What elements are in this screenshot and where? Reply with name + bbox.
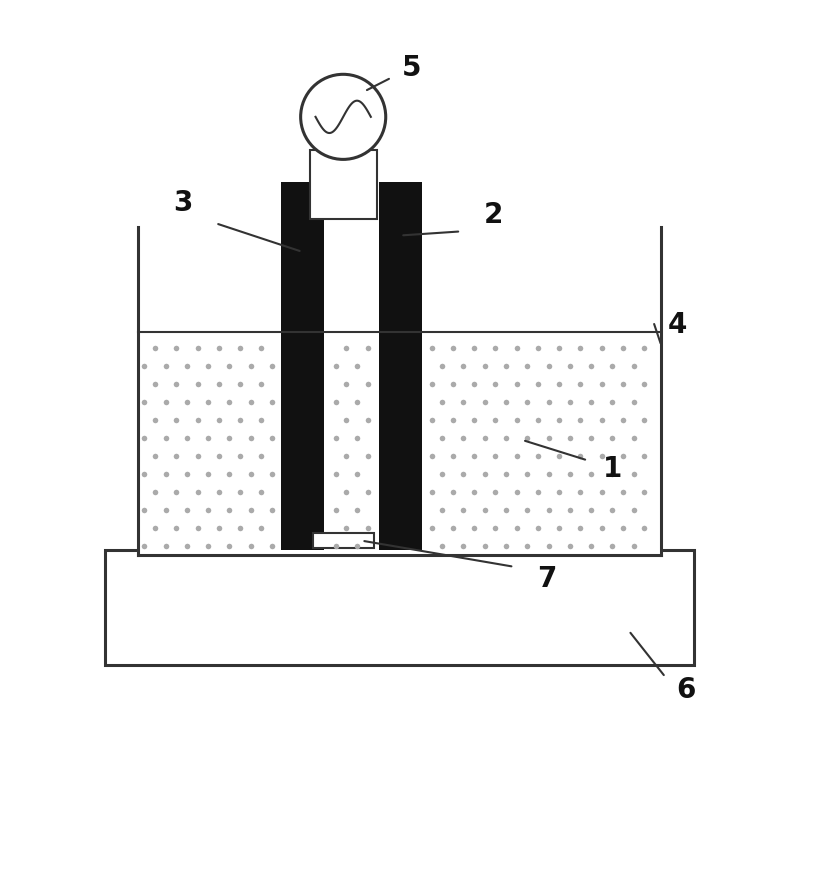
Bar <box>138 332 661 554</box>
Text: 4: 4 <box>668 312 687 340</box>
Bar <box>310 150 377 219</box>
Bar <box>313 533 374 548</box>
Text: 1: 1 <box>602 455 622 482</box>
Bar <box>379 182 422 551</box>
Text: 5: 5 <box>402 54 422 82</box>
Bar <box>105 551 694 665</box>
Bar <box>281 182 324 551</box>
Text: 3: 3 <box>173 188 192 216</box>
Circle shape <box>300 74 386 159</box>
Text: 2: 2 <box>484 201 503 229</box>
Bar <box>138 227 661 332</box>
Text: 7: 7 <box>537 565 557 593</box>
Text: 6: 6 <box>676 676 696 703</box>
